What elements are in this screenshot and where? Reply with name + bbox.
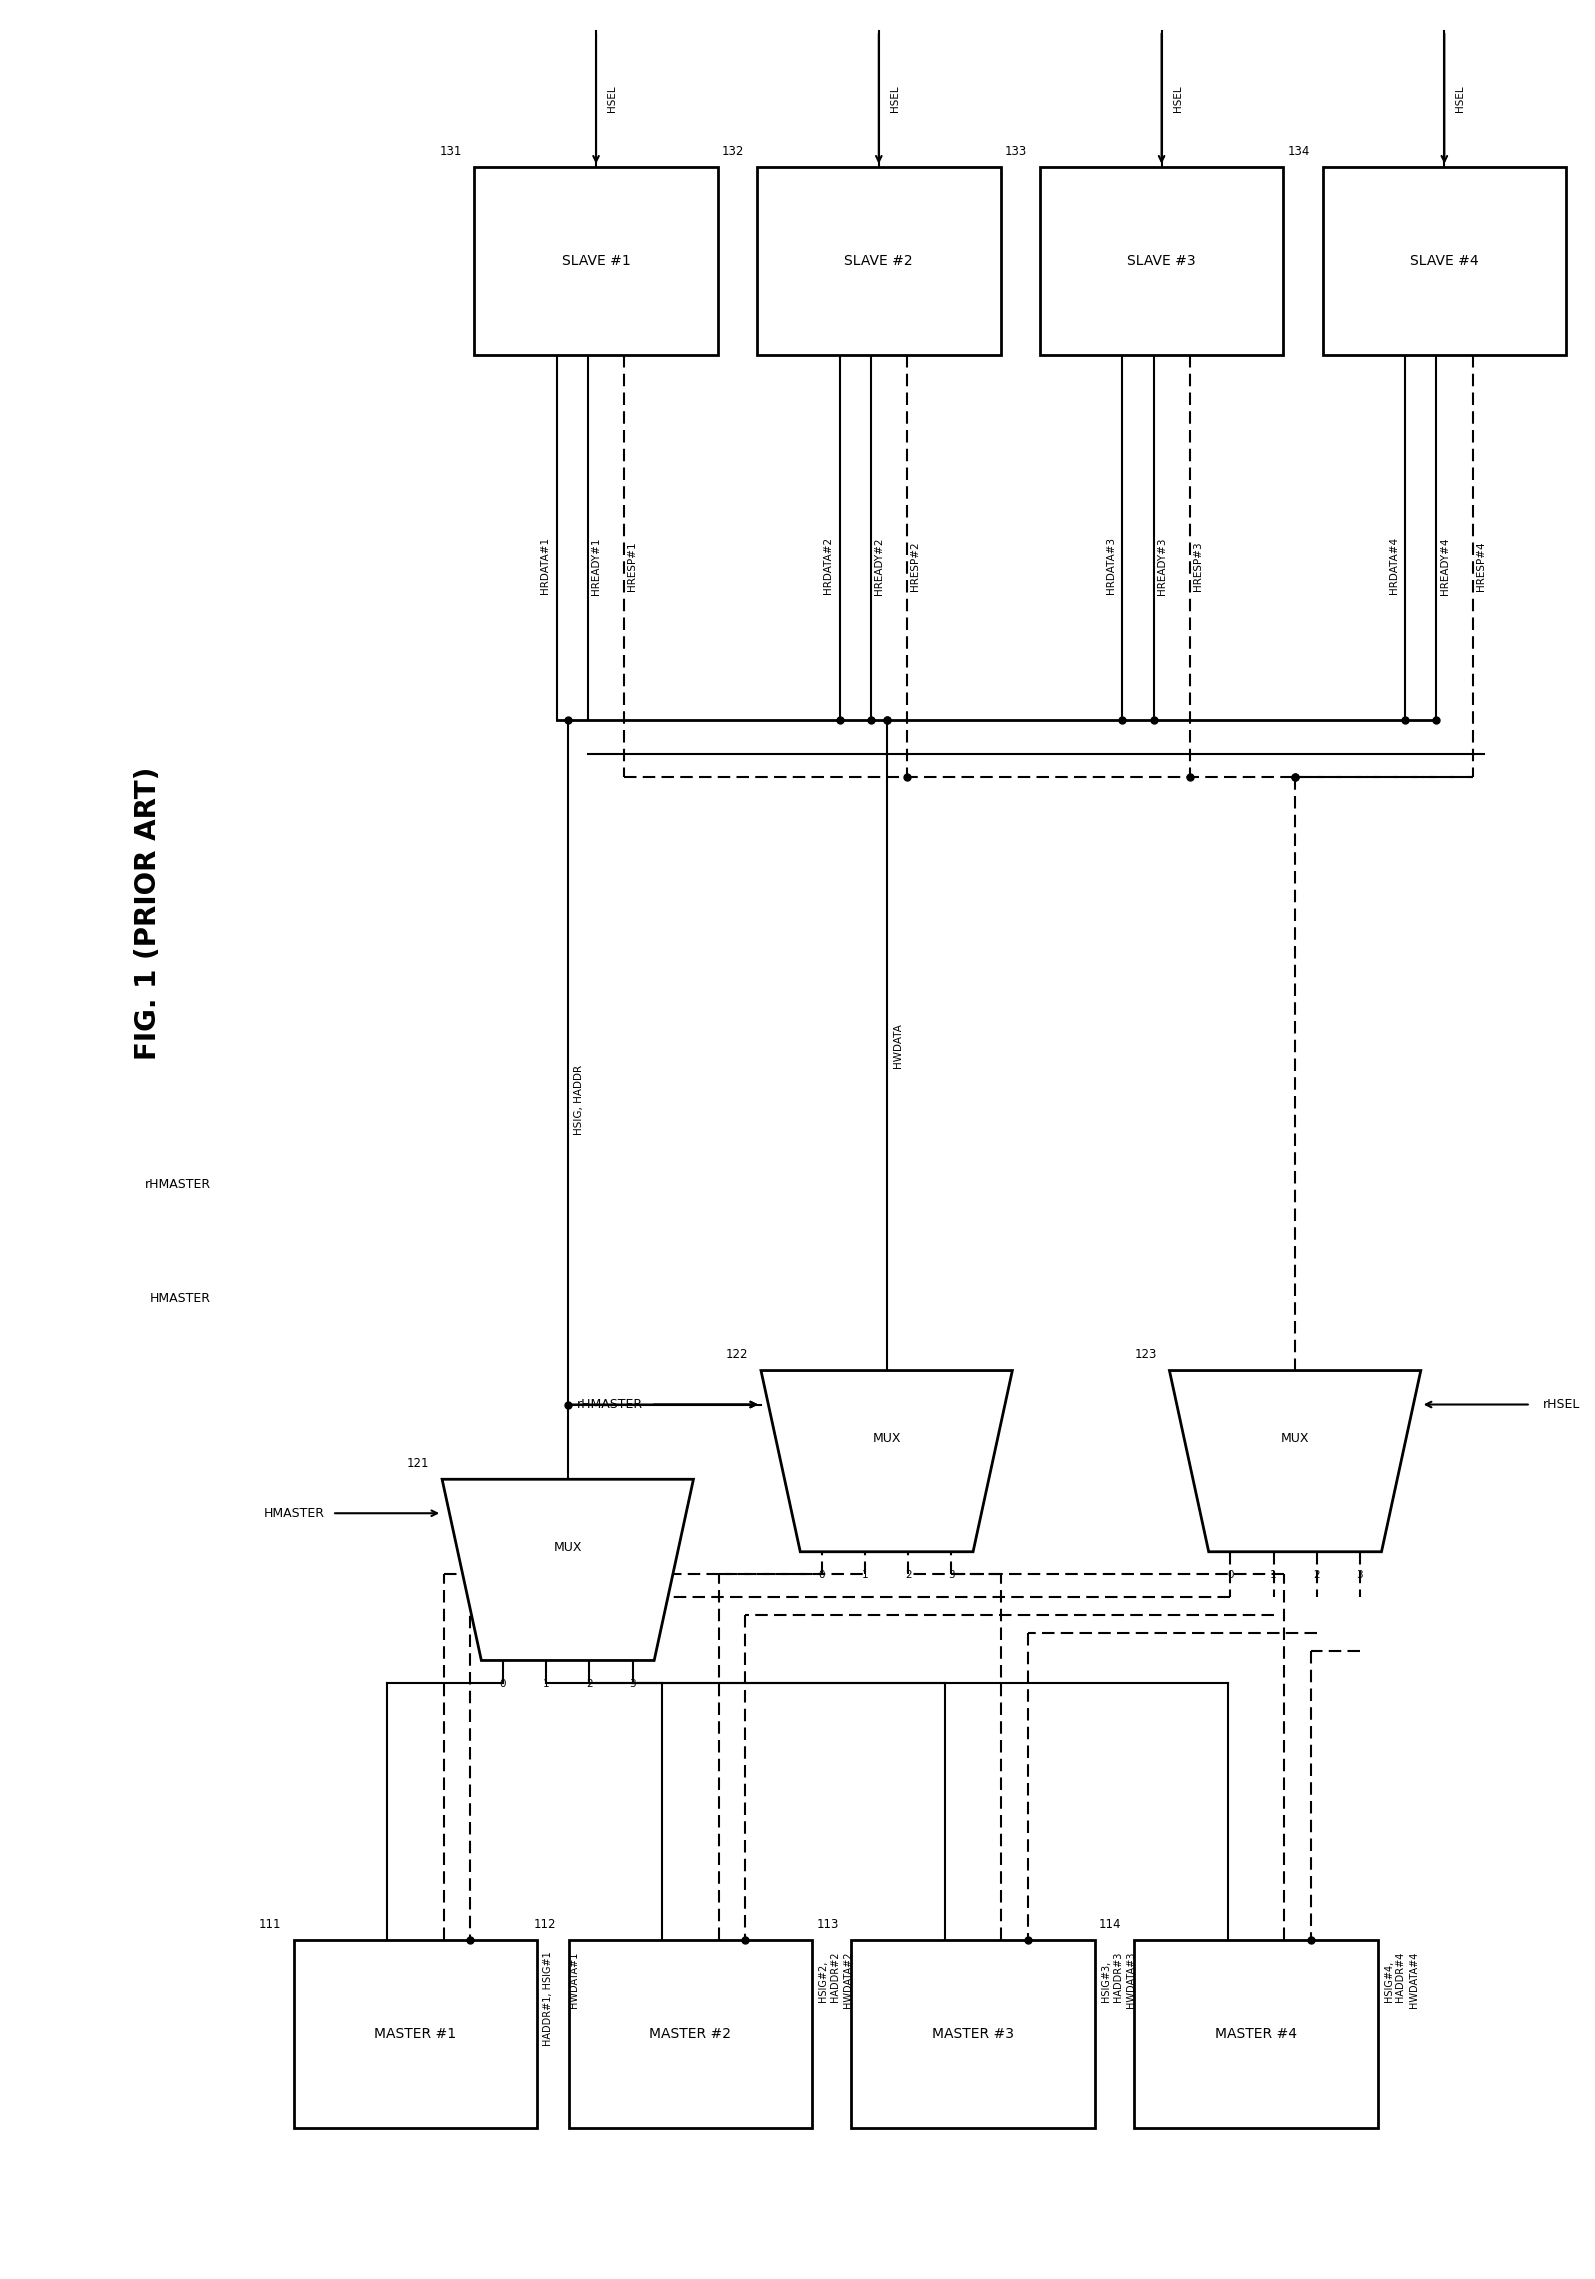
Text: 122: 122 bbox=[726, 1349, 748, 1361]
Text: 1: 1 bbox=[1270, 1570, 1278, 1579]
Text: MUX: MUX bbox=[1281, 1431, 1309, 1445]
Text: HREADY#1: HREADY#1 bbox=[592, 538, 601, 595]
Text: MASTER #4: MASTER #4 bbox=[1215, 2028, 1297, 2042]
Bar bbox=[474, 166, 718, 356]
Bar bbox=[1040, 166, 1284, 356]
Text: MASTER #3: MASTER #3 bbox=[931, 2028, 1014, 2042]
Text: 134: 134 bbox=[1287, 144, 1309, 157]
Text: MUX: MUX bbox=[872, 1431, 901, 1445]
Text: HRESP#3: HRESP#3 bbox=[1193, 540, 1203, 590]
Text: 111: 111 bbox=[258, 1919, 281, 1930]
Text: HWDATA#4: HWDATA#4 bbox=[1408, 1951, 1420, 2008]
Text: 3: 3 bbox=[947, 1570, 955, 1579]
Text: rHSEL: rHSEL bbox=[1544, 1397, 1581, 1411]
Text: SLAVE #4: SLAVE #4 bbox=[1410, 253, 1479, 267]
Text: FIG. 1 (PRIOR ART): FIG. 1 (PRIOR ART) bbox=[134, 766, 163, 1060]
Polygon shape bbox=[442, 1479, 694, 1661]
Text: SLAVE #2: SLAVE #2 bbox=[844, 253, 912, 267]
Bar bbox=[293, 1939, 538, 2129]
Polygon shape bbox=[1169, 1370, 1421, 1552]
Text: 3: 3 bbox=[630, 1680, 636, 1689]
Text: HRESP#1: HRESP#1 bbox=[627, 540, 638, 590]
Bar bbox=[568, 1939, 812, 2129]
Text: 132: 132 bbox=[723, 144, 745, 157]
Text: rHMASTER: rHMASTER bbox=[577, 1397, 643, 1411]
Text: 2: 2 bbox=[1313, 1570, 1321, 1579]
Text: 112: 112 bbox=[533, 1919, 557, 1930]
Text: HSIG#4,
HADDR#4: HSIG#4, HADDR#4 bbox=[1384, 1951, 1405, 2001]
Text: 121: 121 bbox=[407, 1456, 429, 1470]
Text: HADDR#1, HSIG#1: HADDR#1, HSIG#1 bbox=[544, 1951, 553, 2047]
Text: HSIG#2,
HADDR#2: HSIG#2, HADDR#2 bbox=[818, 1951, 841, 2001]
Text: HSEL: HSEL bbox=[890, 84, 900, 112]
Text: SLAVE #3: SLAVE #3 bbox=[1128, 253, 1196, 267]
Polygon shape bbox=[761, 1370, 1013, 1552]
Text: 1: 1 bbox=[861, 1570, 868, 1579]
Bar bbox=[758, 166, 1000, 356]
Text: HREADY#4: HREADY#4 bbox=[1440, 538, 1450, 595]
Text: HMASTER: HMASTER bbox=[263, 1506, 324, 1520]
Text: 0: 0 bbox=[499, 1680, 506, 1689]
Bar bbox=[1134, 1939, 1378, 2129]
Text: 114: 114 bbox=[1099, 1919, 1121, 1930]
Text: 2: 2 bbox=[585, 1680, 593, 1689]
Text: HREADY#2: HREADY#2 bbox=[874, 538, 884, 595]
Text: HRESP#2: HRESP#2 bbox=[911, 540, 920, 590]
Text: HSEL: HSEL bbox=[1172, 84, 1182, 112]
Text: 2: 2 bbox=[904, 1570, 912, 1579]
Text: HWDATA#3: HWDATA#3 bbox=[1126, 1951, 1136, 2008]
Text: HRDATA#2: HRDATA#2 bbox=[823, 538, 833, 595]
Text: HMASTER: HMASTER bbox=[150, 1292, 211, 1304]
Text: MASTER #2: MASTER #2 bbox=[649, 2028, 731, 2042]
Text: 1: 1 bbox=[542, 1680, 550, 1689]
Text: HRDATA#3: HRDATA#3 bbox=[1105, 538, 1116, 595]
Text: HSIG, HADDR: HSIG, HADDR bbox=[574, 1064, 584, 1135]
Text: 131: 131 bbox=[439, 144, 461, 157]
Text: SLAVE #1: SLAVE #1 bbox=[561, 253, 630, 267]
Text: HREADY#3: HREADY#3 bbox=[1156, 538, 1168, 595]
Text: HWDATA#2: HWDATA#2 bbox=[844, 1951, 853, 2008]
Bar bbox=[852, 1939, 1094, 2129]
Bar bbox=[1322, 166, 1566, 356]
Text: 113: 113 bbox=[817, 1919, 839, 1930]
Text: 3: 3 bbox=[1357, 1570, 1364, 1579]
Text: 123: 123 bbox=[1134, 1349, 1156, 1361]
Text: 133: 133 bbox=[1005, 144, 1027, 157]
Text: 0: 0 bbox=[818, 1570, 825, 1579]
Text: HWDATA: HWDATA bbox=[893, 1023, 903, 1069]
Text: MASTER #1: MASTER #1 bbox=[375, 2028, 456, 2042]
Text: HRDATA#1: HRDATA#1 bbox=[541, 538, 550, 595]
Text: rHMASTER: rHMASTER bbox=[145, 1178, 211, 1192]
Text: HWDATA#1: HWDATA#1 bbox=[568, 1951, 579, 2008]
Text: HSIG#3,
HADDR#3: HSIG#3, HADDR#3 bbox=[1101, 1951, 1123, 2001]
Text: MUX: MUX bbox=[553, 1541, 582, 1554]
Text: HSEL: HSEL bbox=[608, 84, 617, 112]
Text: 0: 0 bbox=[1227, 1570, 1233, 1579]
Text: HRESP#4: HRESP#4 bbox=[1475, 540, 1487, 590]
Text: HSEL: HSEL bbox=[1455, 84, 1466, 112]
Text: HRDATA#4: HRDATA#4 bbox=[1389, 538, 1399, 595]
